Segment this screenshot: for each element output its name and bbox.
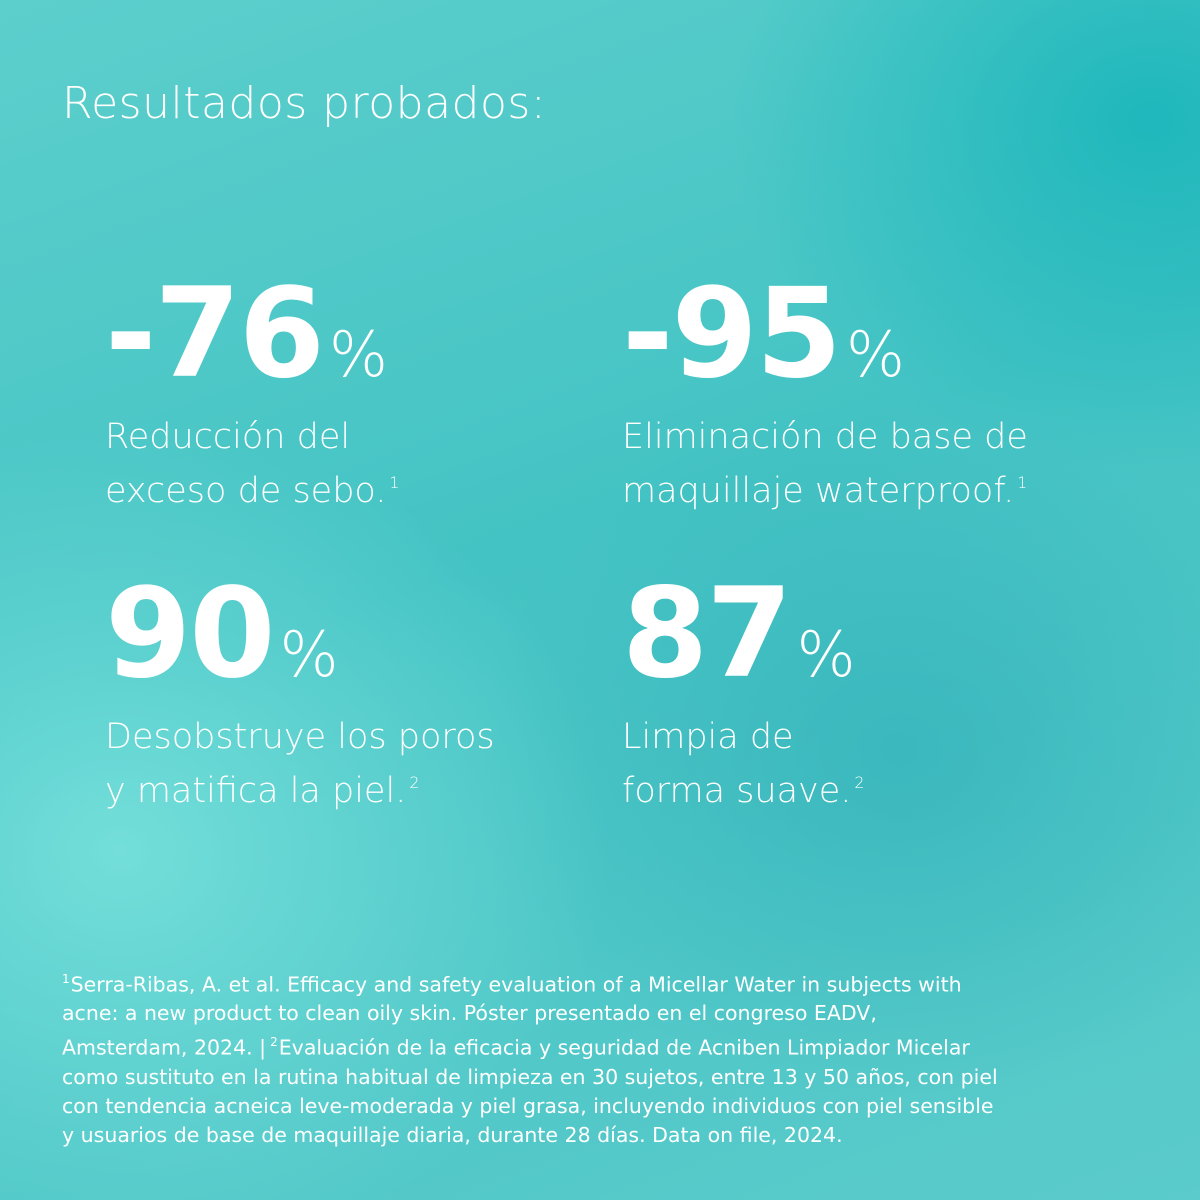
stat-unit: %	[329, 318, 388, 391]
description-text: y matifica la piel.	[105, 771, 407, 812]
stat-unit: %	[846, 318, 905, 391]
description-text: Reducción del	[105, 417, 351, 457]
description-line: Eliminación de base de	[622, 414, 1028, 460]
note-marker: 2	[409, 773, 420, 792]
footnote-text: Serra-Ribas, A. et al. Efficacy and safe…	[70, 972, 962, 997]
stat-description: Eliminación de base de maquillaje waterpr…	[622, 414, 1028, 514]
description-line: y matifica la piel. 2	[105, 760, 495, 814]
description-text: exceso de sebo.	[105, 471, 387, 512]
stat-value: -95%	[622, 272, 905, 396]
footnote-text: y usuarios de base de maquillaje diaria,…	[62, 1122, 843, 1147]
footnote-line: con tendencia acneica leve-moderada y pi…	[62, 1092, 998, 1121]
footnote-line: acne: a new product to clean oily skin. …	[62, 999, 998, 1028]
stat-number: 90	[105, 562, 276, 706]
footnote-line: Amsterdam, 2024. | 2Evaluación de la efic…	[62, 1028, 998, 1062]
description-line: exceso de sebo. 1	[105, 460, 399, 514]
stat-number: -95	[622, 262, 842, 406]
footnote-line: 1Serra-Ribas, A. et al. Efficacy and saf…	[62, 965, 998, 999]
description-line: maquillaje waterproof. 1	[622, 460, 1028, 514]
footnote-text: con tendencia acneica leve-moderada y pi…	[62, 1093, 994, 1118]
stat-number: 87	[622, 562, 793, 706]
description-line: Limpia de	[622, 714, 864, 760]
footnote-line: y usuarios de base de maquillaje diaria,…	[62, 1121, 998, 1150]
stat-unit: %	[796, 618, 856, 691]
footnote-text: acne: a new product to clean oily skin. …	[62, 1001, 877, 1026]
description-text: forma suave.	[622, 771, 852, 812]
footnote-line: como sustituto en la rutina habitual de …	[62, 1063, 998, 1092]
footnote-text: Evaluación de la eficacia y seguridad de…	[278, 1035, 970, 1060]
stat-number: -76	[105, 262, 325, 406]
footnote-text: como sustituto en la rutina habitual de …	[62, 1064, 998, 1089]
note-marker: 1	[389, 473, 400, 492]
note-marker: 1	[1017, 473, 1028, 492]
footnote-marker: 1	[62, 972, 70, 986]
note-marker: 2	[854, 773, 865, 792]
footnote: 1Serra-Ribas, A. et al. Efficacy and saf…	[62, 965, 998, 1150]
stat-description: Limpia de forma suave. 2	[622, 714, 864, 814]
title: Resultados probados:	[62, 78, 547, 129]
stat-value: 90%	[105, 572, 338, 696]
description-text: Eliminación de base de	[622, 417, 1028, 457]
description-line: forma suave. 2	[622, 760, 864, 814]
stat-description: Reducción del exceso de sebo. 1	[105, 414, 399, 514]
stat-unit: %	[279, 618, 339, 691]
footnote-marker: 2	[270, 1035, 278, 1050]
description-text: Desobstruye los poros	[105, 717, 495, 757]
stat-value: 87%	[622, 572, 855, 696]
footnote-text: Amsterdam, 2024. |	[62, 1035, 267, 1060]
description-line: Desobstruye los poros	[105, 714, 495, 760]
stat-description: Desobstruye los poros y matifica la piel.…	[105, 714, 495, 814]
description-text: maquillaje waterproof.	[622, 471, 1015, 512]
description-text: Limpia de	[622, 717, 794, 757]
description-line: Reducción del	[105, 414, 399, 460]
stat-value: -76%	[105, 272, 388, 396]
